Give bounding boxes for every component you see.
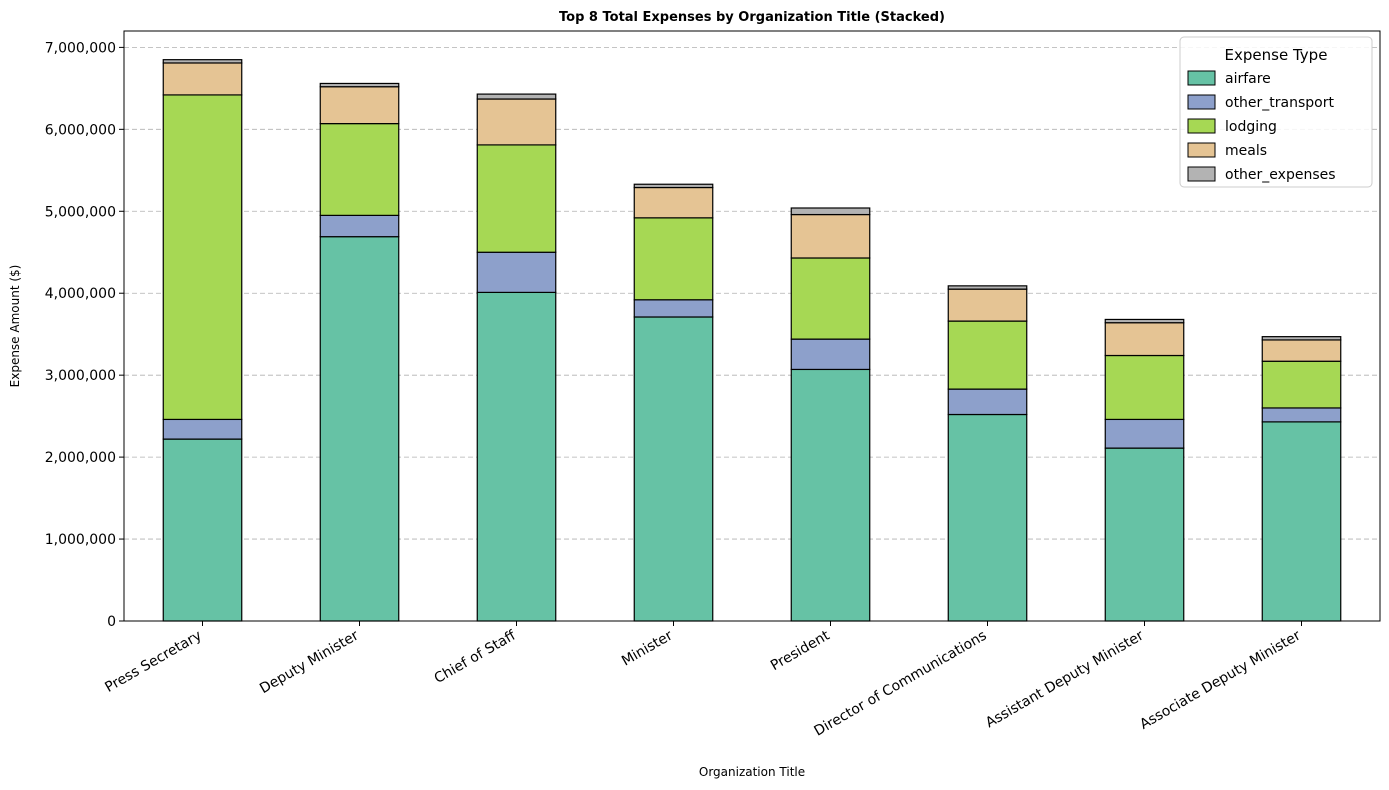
bar-stack <box>633 183 714 622</box>
y-tick-label: 4,000,000 <box>45 286 116 302</box>
y-tick-label: 1,000,000 <box>45 532 116 548</box>
legend-label: other_transport <box>1225 95 1334 111</box>
legend-swatch <box>1187 118 1216 134</box>
bar-stack <box>162 59 243 622</box>
y-axis-label: Expense Amount ($) <box>8 265 22 388</box>
y-tick-label: 7,000,000 <box>45 40 116 56</box>
bar-stack <box>947 285 1028 622</box>
legend-item: lodging <box>1187 118 1277 135</box>
bar-segment-airfare <box>476 291 557 622</box>
bar-stack <box>476 93 557 622</box>
legend-swatch <box>1187 70 1216 86</box>
bar-segment-other-transport <box>1261 407 1342 423</box>
bar-segment-meals <box>319 86 400 125</box>
bar-segment-lodging <box>790 257 871 340</box>
bar-segment-lodging <box>476 144 557 253</box>
bar-segment-other-transport <box>790 338 871 371</box>
y-tick-label: 0 <box>107 614 116 630</box>
bar-segment-other-transport <box>633 299 714 318</box>
bar-segment-meals <box>790 213 871 259</box>
plot-frame <box>123 30 1381 622</box>
legend-item: airfare <box>1187 70 1271 87</box>
x-tick-label: Chief of Staff <box>432 627 519 687</box>
x-tick-label: Assistant Deputy Minister <box>983 627 1147 731</box>
bars <box>162 59 1342 622</box>
bar-segment-other-transport <box>476 251 557 294</box>
bar-segment-airfare <box>633 316 714 622</box>
x-tick-label: Minister <box>619 627 676 669</box>
bar-segment-lodging <box>1104 354 1185 421</box>
bar-segment-lodging <box>947 320 1028 390</box>
legend-label: other_expenses <box>1225 167 1336 183</box>
bar-segment-airfare <box>1261 421 1342 622</box>
x-tick-label: Director of Communications <box>812 628 990 740</box>
x-tick-label: Associate Deputy Minister <box>1137 627 1303 732</box>
legend-label: meals <box>1225 143 1267 159</box>
bar-segment-airfare <box>1104 447 1185 622</box>
bar-segment-airfare <box>162 438 243 622</box>
legend-item: meals <box>1187 142 1267 159</box>
x-axis: Press Secretary Deputy Minister Chief of S… <box>102 621 1304 740</box>
chart-title: Top 8 Total Expenses by Organization Tit… <box>559 10 945 25</box>
bar-segment-other-expenses <box>476 93 557 100</box>
bar-segment-lodging <box>162 94 243 421</box>
bar-segment-other-expenses <box>1104 318 1185 324</box>
bar-stack <box>1261 336 1342 622</box>
y-tick-label: 5,000,000 <box>45 204 116 220</box>
legend-item: other_expenses <box>1187 166 1336 183</box>
bar-segment-lodging <box>319 122 400 216</box>
y-tick-label: 3,000,000 <box>45 368 116 384</box>
legend-swatch <box>1187 166 1216 182</box>
bar-segment-other-expenses <box>162 59 243 64</box>
legend-label: airfare <box>1225 71 1271 87</box>
legend-box <box>1179 36 1373 188</box>
bar-segment-meals <box>633 186 714 219</box>
bar-segment-other-expenses <box>1261 336 1342 341</box>
bar-segment-other-expenses <box>633 183 714 189</box>
bar-segment-lodging <box>633 217 714 301</box>
bar-segment-other-expenses <box>790 207 871 216</box>
bar-segment-other-expenses <box>947 285 1028 290</box>
x-tick-label: Deputy Minister <box>257 627 362 697</box>
bar-segment-other-transport <box>319 214 400 238</box>
bar-segment-meals <box>947 288 1028 322</box>
bar-segment-other-transport <box>947 388 1028 416</box>
y-tick-label: 6,000,000 <box>45 122 116 138</box>
bar-segment-airfare <box>947 413 1028 622</box>
legend-item: other_transport <box>1187 94 1334 111</box>
x-tick-label: President <box>768 627 833 674</box>
bar-stack <box>1104 318 1185 622</box>
bar-segment-lodging <box>1261 360 1342 409</box>
bar-segment-other-transport <box>1104 418 1185 449</box>
y-tick-label: 2,000,000 <box>45 450 116 466</box>
legend-label: lodging <box>1225 119 1277 135</box>
bar-segment-meals <box>1104 322 1185 357</box>
y-axis: 0 1,000,000 2,000,000 3,000,000 4,000,000 5,0… <box>45 40 124 630</box>
bar-segment-meals <box>1261 339 1342 362</box>
bar-stack <box>790 207 871 622</box>
legend-swatch <box>1187 94 1216 110</box>
bar-segment-other-expenses <box>319 82 400 88</box>
legend: Expense Type airfare other_transportlodgin… <box>1179 36 1373 188</box>
bar-segment-airfare <box>790 368 871 622</box>
legend-title: Expense Type <box>1225 46 1328 64</box>
bar-segment-meals <box>476 98 557 146</box>
bar-segment-meals <box>162 62 243 96</box>
legend-swatch <box>1187 142 1216 158</box>
bar-stack <box>319 82 400 622</box>
bar-segment-airfare <box>319 236 400 622</box>
x-tick-label: Press Secretary <box>102 628 204 696</box>
bar-segment-other-transport <box>162 418 243 440</box>
x-axis-label: Organization Title <box>699 765 805 779</box>
